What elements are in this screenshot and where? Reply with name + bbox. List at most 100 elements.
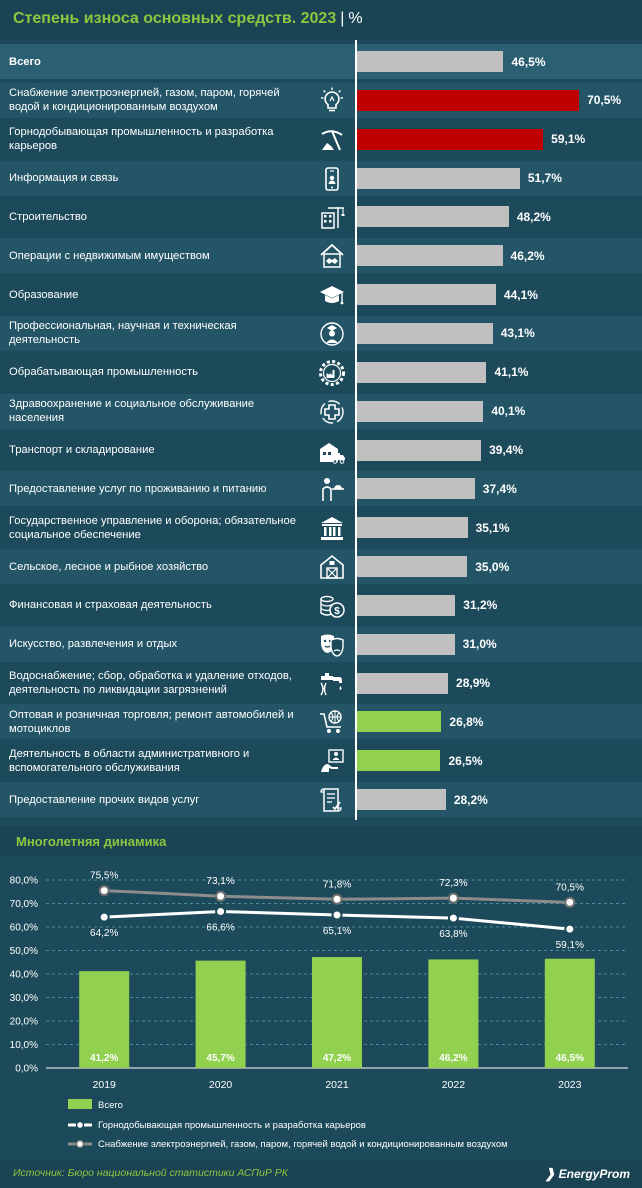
value-bar [357,750,441,772]
industry-row: Предоставление прочих видов услуг 28,2% [0,782,642,818]
value-label: 35,0% [475,559,510,574]
value-label: 46,5% [511,54,546,69]
smartphone-icon [325,166,339,191]
svg-text:$: $ [334,606,340,617]
y-tick-label: 30,0% [10,993,38,1004]
pickaxe-icon [321,129,343,151]
industry-row: Образование 44,1% [0,277,642,312]
value-label: 35,1% [475,520,510,535]
industry-label: Транспорт и складирование [9,444,155,456]
title-separator: | [340,10,345,27]
industry-row: Профессиональная, научная и техническая … [0,315,642,351]
section2-title: Многолетняя динамика [16,834,167,849]
value-label: 28,9% [456,676,491,691]
mining-line-value-label: 65,1% [323,926,351,937]
legend-marker-electricity [75,1139,85,1149]
industry-row: Водоснабжение; сбор, обработка и удалени… [0,666,642,701]
bar-axis-line [355,40,357,820]
value-bar [357,284,496,306]
truck-warehouse-icon [320,442,345,464]
x-tick-label: 2022 [442,1079,466,1091]
industry-label: Водоснабжение; сбор, обработка и удалени… [9,670,292,697]
government-building-icon [321,517,343,541]
industry-row: Государственное управление и оборона; об… [0,510,642,545]
mining-line-point [98,911,110,923]
industry-label: Сельское, лесное и рыбное хозяйство [9,560,209,573]
value-bar [357,89,580,111]
x-tick-label: 2023 [558,1079,582,1091]
industry-row: Искусство, развлечения и отдых 31,0% [0,626,642,662]
value-bar [357,400,484,422]
water-tap-icon [320,672,342,695]
industry-label: Искусство, развлечения и отдых [9,638,178,651]
value-bar [357,167,520,189]
legend-label-electricity: Снабжение электроэнергией, газом, паром,… [98,1139,508,1150]
y-tick-label: 40,0% [10,970,38,981]
legend-swatch-total [68,1099,92,1109]
header: Степень износа основных средств. 2023 |% [0,0,642,40]
industry-label: Снабжение электроэнергией, газом, паром,… [9,87,280,114]
value-label: 40,1% [491,404,526,419]
value-label: 59,1% [551,132,586,147]
y-tick-label: 80,0% [10,876,38,887]
value-label: 43,1% [500,326,535,341]
x-tick-label: 2020 [209,1079,233,1091]
electricity-line-point [215,890,227,902]
source-note: Источник: Бюро национальной статистики А… [13,1167,288,1179]
mining-line-value-label: 64,2% [90,928,118,939]
value-bar [357,594,456,616]
industry-row: Транспорт и складирование 39,4% [0,433,642,468]
bar-total [428,959,479,1068]
industry-row: Обрабатывающая промышленность 41,1% [0,355,642,390]
value-bar [357,439,482,461]
value-bar [357,361,487,383]
page-title: Степень износа основных средств. 2023 |% [13,10,363,28]
mining-line-point [215,905,227,917]
bar-total [544,958,595,1068]
value-label: 26,8% [449,714,484,729]
x-tick-label: 2021 [325,1079,349,1091]
legend-marker-mining [75,1120,85,1130]
y-tick-label: 20,0% [10,1017,38,1028]
industry-label: Всего [9,55,41,68]
value-bar [357,478,475,500]
mining-line-value-label: 63,8% [439,929,467,940]
value-bar [357,633,455,655]
value-bar [357,517,468,539]
legend-label-total: Всего [98,1100,123,1111]
y-tick-label: 70,0% [10,899,38,910]
industry-row: Оптовая и розничная торговля; ремонт авт… [0,704,642,740]
electricity-line-value-label: 73,1% [206,876,234,887]
title-unit: % [348,10,363,27]
admin-person-icon [321,749,344,773]
legend-label-mining: Горнодобывающая промышленность и разрабо… [98,1120,366,1131]
bar-total [312,957,362,1068]
energyprom-logo: ❱ EnergyProm [544,1166,630,1181]
industry-label: Обрабатывающая промышленность [9,366,198,379]
y-tick-label: 50,0% [10,946,38,957]
value-label: 37,4% [482,481,517,496]
industry-row: Сельское, лесное и рыбное хозяйство 35,0% [0,549,642,585]
mining-line-point [447,912,459,924]
value-bar [357,789,446,811]
mining-line-point [564,923,576,935]
industry-row: Снабжение электроэнергией, газом, паром,… [0,82,642,118]
bar-value-label: 41,2% [90,1053,118,1064]
electricity-line-point [331,893,343,905]
barn-icon [320,555,344,579]
bar-value-label: 46,2% [439,1053,467,1064]
industry-row: Горнодобывающая промышленность и разрабо… [0,122,642,157]
waiter-icon [322,478,344,502]
industry-label: Горнодобывающая промышленность и разрабо… [9,126,274,153]
industry-label: Оптовая и розничная торговля; ремонт авт… [9,708,294,735]
mining-line-point [331,909,343,921]
industry-label: Предоставление услуг по проживанию и пит… [9,482,267,495]
mining-line-value-label: 66,6% [206,922,234,933]
industry-label: Предоставление прочих видов услуг [9,793,200,806]
value-label: 41,1% [494,365,529,380]
industry-label: Образование [9,288,79,301]
electricity-line-point [447,892,459,904]
value-label: 46,2% [510,248,545,263]
bar-total [195,960,246,1068]
industry-label: Государственное управление и оборона; об… [9,514,296,541]
